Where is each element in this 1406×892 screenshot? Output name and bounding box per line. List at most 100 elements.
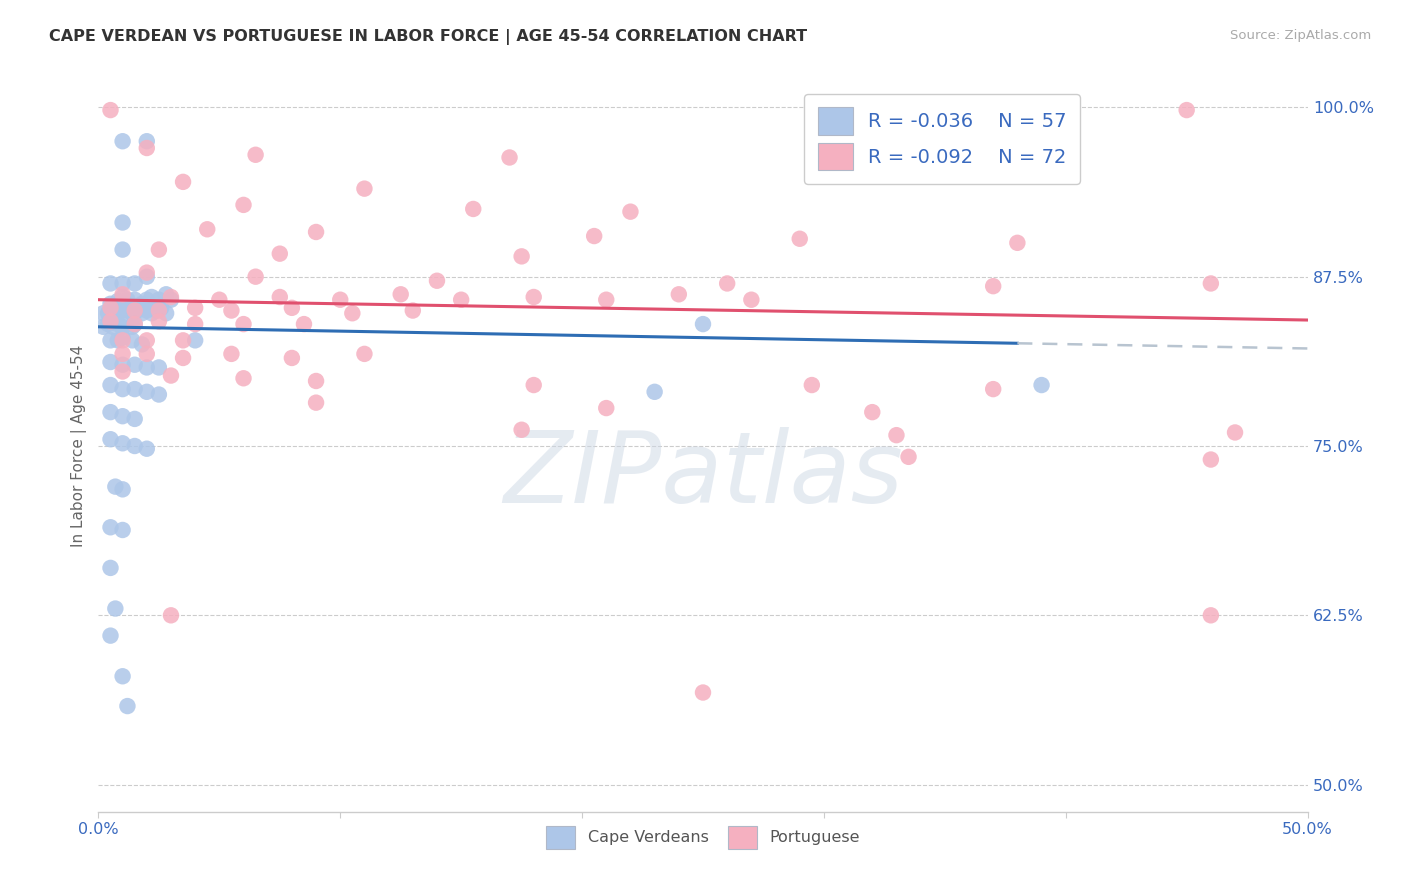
- Point: [426, 274, 449, 288]
- Point: [353, 181, 375, 195]
- Point: [305, 395, 328, 409]
- Legend: Cape Verdeans, Portuguese: Cape Verdeans, Portuguese: [540, 820, 866, 855]
- Point: [135, 347, 157, 361]
- Point: [100, 334, 122, 348]
- Point: [232, 371, 254, 385]
- Point: [160, 608, 183, 623]
- Point: [1031, 378, 1053, 392]
- Point: [510, 249, 533, 263]
- Point: [111, 319, 134, 334]
- Point: [100, 297, 122, 311]
- Point: [184, 301, 207, 315]
- Point: [135, 360, 157, 375]
- Point: [148, 314, 170, 328]
- Point: [124, 358, 146, 372]
- Point: [111, 347, 134, 361]
- Point: [305, 225, 328, 239]
- Point: [124, 382, 146, 396]
- Point: [127, 303, 149, 318]
- Point: [644, 384, 666, 399]
- Point: [141, 290, 163, 304]
- Point: [789, 232, 811, 246]
- Point: [150, 301, 173, 315]
- Point: [981, 382, 1004, 396]
- Point: [148, 293, 170, 307]
- Point: [111, 523, 134, 537]
- Point: [1007, 235, 1029, 250]
- Point: [91, 319, 114, 334]
- Point: [498, 151, 520, 165]
- Point: [450, 293, 472, 307]
- Point: [100, 355, 122, 369]
- Point: [100, 405, 122, 419]
- Point: [148, 360, 170, 375]
- Point: [389, 287, 412, 301]
- Point: [111, 436, 134, 450]
- Point: [208, 293, 231, 307]
- Point: [124, 412, 146, 426]
- Point: [111, 134, 134, 148]
- Point: [595, 401, 617, 415]
- Point: [100, 378, 122, 392]
- Point: [100, 103, 122, 117]
- Point: [1199, 452, 1222, 467]
- Point: [172, 175, 194, 189]
- Point: [91, 306, 114, 320]
- Point: [668, 287, 690, 301]
- Point: [860, 405, 883, 419]
- Point: [305, 374, 328, 388]
- Point: [160, 293, 183, 307]
- Point: [195, 222, 218, 236]
- Point: [111, 303, 134, 318]
- Point: [111, 277, 134, 291]
- Point: [800, 378, 823, 392]
- Point: [97, 306, 120, 320]
- Point: [135, 266, 157, 280]
- Point: [104, 480, 127, 494]
- Point: [523, 378, 546, 392]
- Point: [172, 334, 194, 348]
- Point: [131, 337, 153, 351]
- Point: [111, 243, 134, 257]
- Point: [281, 301, 304, 315]
- Point: [97, 317, 120, 331]
- Point: [353, 347, 375, 361]
- Point: [148, 243, 170, 257]
- Point: [155, 306, 177, 320]
- Point: [111, 331, 134, 345]
- Point: [281, 351, 304, 365]
- Point: [135, 334, 157, 348]
- Point: [510, 423, 533, 437]
- Point: [619, 204, 641, 219]
- Point: [148, 303, 170, 318]
- Point: [111, 483, 134, 497]
- Point: [692, 685, 714, 699]
- Point: [135, 442, 157, 456]
- Point: [107, 294, 129, 309]
- Point: [740, 293, 762, 307]
- Y-axis label: In Labor Force | Age 45-54: In Labor Force | Age 45-54: [72, 345, 87, 547]
- Point: [124, 317, 146, 331]
- Point: [245, 148, 267, 162]
- Point: [1223, 425, 1246, 440]
- Point: [124, 317, 146, 331]
- Point: [463, 202, 485, 216]
- Point: [160, 368, 183, 383]
- Point: [121, 319, 143, 334]
- Point: [135, 384, 157, 399]
- Point: [184, 317, 207, 331]
- Point: [1175, 103, 1198, 117]
- Point: [111, 382, 134, 396]
- Point: [117, 293, 139, 307]
- Point: [121, 306, 143, 320]
- Point: [111, 364, 134, 378]
- Point: [342, 306, 364, 320]
- Point: [111, 669, 134, 683]
- Point: [595, 293, 617, 307]
- Point: [117, 699, 139, 714]
- Point: [100, 301, 122, 315]
- Point: [101, 319, 124, 334]
- Point: [155, 287, 177, 301]
- Point: [886, 428, 908, 442]
- Point: [101, 303, 124, 318]
